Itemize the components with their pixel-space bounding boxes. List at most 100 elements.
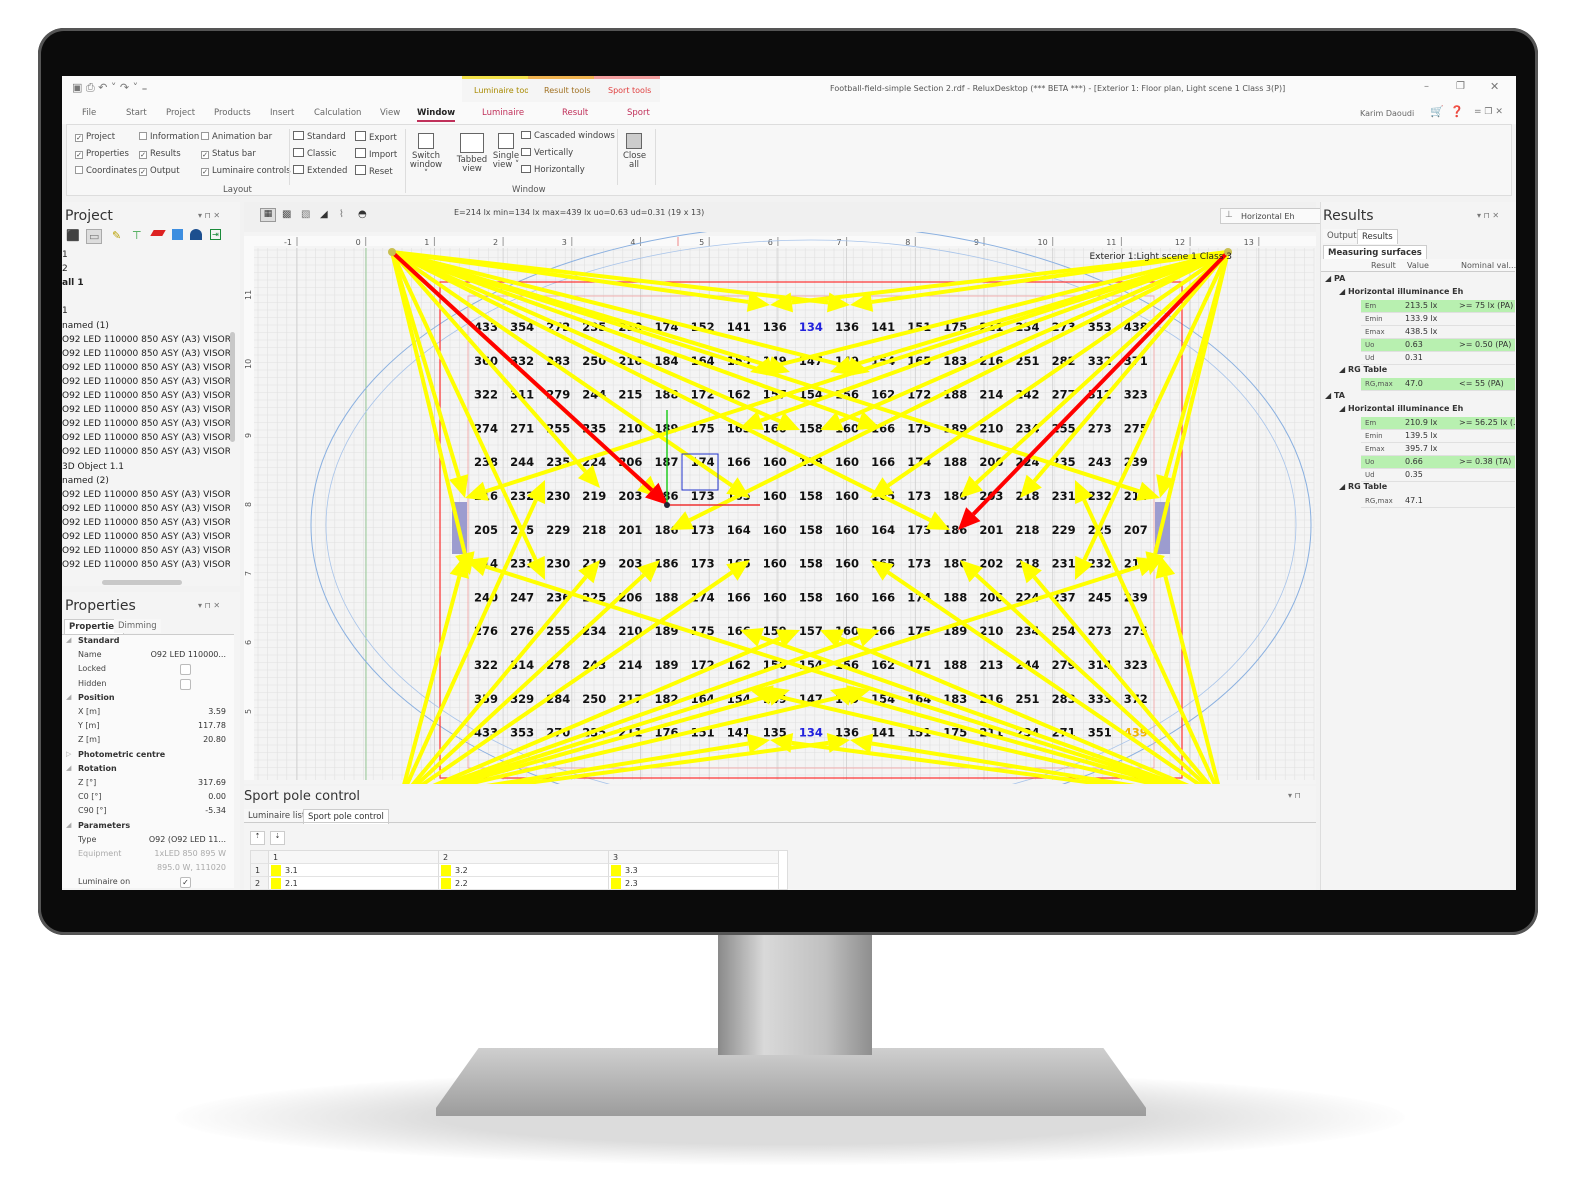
project-scrollbar[interactable] [230, 332, 235, 442]
menu-tab-file[interactable]: File [82, 108, 97, 118]
switch-window-button[interactable]: Switch window ˅ [409, 133, 443, 179]
aiming-arrowhead[interactable] [775, 412, 800, 431]
horizontally-button[interactable]: Horizontally [521, 165, 585, 175]
surface-icon[interactable] [150, 230, 166, 236]
checkbox-results[interactable]: ✓ Results [139, 149, 181, 159]
result-group-ta[interactable]: ◢ TA [1325, 391, 1345, 400]
view-plan-icon[interactable]: ▭ [86, 229, 103, 244]
cascaded-windows-button[interactable]: Cascaded windows [521, 131, 615, 141]
tree-item[interactable]: O92 LED 110000 850 ASY (A3) VISOR 8S [62, 405, 230, 416]
pole-cell[interactable]: 3.1 [269, 864, 439, 877]
property-group-parameters[interactable]: ◢ Parameters [62, 820, 234, 834]
menu-tab-products[interactable]: Products [214, 108, 251, 118]
property-value[interactable]: -5.34 [205, 806, 226, 816]
layout-standard-button[interactable]: Standard [293, 131, 346, 142]
tree-item[interactable]: all 1 [62, 278, 84, 289]
aiming-arrowhead[interactable] [870, 560, 894, 581]
pole-cell[interactable]: 2.3 [609, 877, 779, 890]
menu-tab-calculation[interactable]: Calculation [314, 108, 362, 118]
aiming-arrowhead[interactable] [750, 356, 774, 377]
menu-tab-result[interactable]: Result [562, 108, 589, 118]
layout-import-button[interactable]: Import [355, 148, 397, 160]
aiming-arrowhead[interactable] [449, 474, 469, 498]
aiming-arrowhead[interactable] [740, 411, 765, 430]
expand-icon[interactable]: ◢ [66, 692, 72, 701]
property-value[interactable]: O92 (O92 LED 11... [148, 834, 226, 844]
aiming-arrowhead[interactable] [746, 292, 770, 312]
column-header[interactable]: 2 [439, 851, 609, 864]
checkbox-status-bar[interactable]: ✓ Status bar [201, 149, 256, 159]
tree-item[interactable]: O92 LED 110000 850 ASY (A3) VISOR 8S [62, 517, 230, 528]
single-view-button[interactable]: Single view ˅ [489, 133, 523, 170]
result-group-pa[interactable]: ◢ PA [1325, 274, 1346, 283]
tree-item[interactable]: O92 LED 110000 850 ASY (A3) VISOR 8S [62, 560, 230, 571]
column-header[interactable]: 3 [609, 851, 779, 864]
property-value[interactable]: O92 LED 110000... [150, 650, 226, 660]
aiming-arrowhead[interactable] [645, 482, 668, 505]
menu-tab-window[interactable]: Window [417, 108, 456, 122]
column-header[interactable]: 1 [269, 851, 439, 864]
aiming-arrowhead[interactable] [960, 475, 983, 498]
checkbox-luminaire-controls[interactable]: ✓ Luminaire controls [201, 166, 291, 176]
aiming-arrowhead[interactable] [1135, 481, 1160, 501]
aiming-arrowhead[interactable] [820, 412, 845, 431]
tree-item[interactable]: O92 LED 110000 850 ASY (A3) VISOR 8S [62, 376, 230, 387]
panel-controls[interactable]: ▾ ⊓ ✕ [198, 211, 221, 220]
panel-controls[interactable]: ▾ ⊓ [1288, 791, 1301, 800]
aiming-arrowhead[interactable] [746, 733, 770, 754]
property-value[interactable]: 895.0 W, 111020 [157, 863, 226, 873]
curve-icon[interactable]: ⌇ [339, 209, 344, 220]
view-3d-icon[interactable]: ⬛ [66, 229, 80, 242]
aiming-arrowhead[interactable] [1020, 474, 1042, 498]
tree-item[interactable]: O92 LED 110000 850 ASY (A3) VISOR 8S [62, 419, 230, 430]
origin-marker[interactable] [664, 502, 670, 508]
aiming-arrowhead[interactable] [740, 627, 765, 647]
layout-export-button[interactable]: Export [355, 131, 397, 143]
close-all-button[interactable]: Close all [619, 133, 649, 170]
aiming-arrowhead[interactable] [850, 292, 874, 312]
false-color-icon[interactable]: ▧ [301, 209, 311, 220]
property-group-position[interactable]: ◢ Position [62, 692, 234, 706]
aiming-arrowhead[interactable] [820, 629, 845, 648]
aiming-arrowhead[interactable] [958, 507, 981, 530]
context-tab-sport-tools[interactable]: Sport tools [594, 76, 660, 102]
panel-controls[interactable]: ▾ ⊓ ✕ [1477, 211, 1500, 220]
tree-item[interactable]: O92 LED 110000 850 ASY (A3) VISOR 8S [62, 391, 230, 401]
aiming-arrowhead[interactable] [830, 686, 854, 706]
aiming-arrowhead[interactable] [578, 560, 600, 584]
row-header[interactable]: 1 [251, 864, 269, 877]
floor-plan-canvas[interactable]: -101234567891011121311109876543335427223… [244, 232, 1316, 784]
move-down-icon[interactable]: ⇣ [270, 831, 285, 845]
aiming-arrowhead[interactable] [465, 481, 490, 501]
aiming-arrowhead[interactable] [1075, 480, 1094, 505]
quick-access-toolbar[interactable]: ▣ ⎙ ↶ ˅ ↷ ˅ ₌ [72, 81, 148, 94]
tree-item[interactable]: named (1) [62, 320, 109, 331]
pole-cell[interactable]: 3.2 [439, 864, 609, 877]
tab-results[interactable]: Results [1357, 229, 1398, 244]
vertically-button[interactable]: Vertically [521, 148, 573, 158]
tab-sport-pole-control[interactable]: Sport pole control [303, 809, 389, 824]
gradient-icon[interactable]: ◢ [320, 209, 328, 220]
aiming-arrowhead[interactable] [960, 560, 983, 583]
tab-luminaire-list[interactable]: Luminaire list [244, 809, 310, 823]
exit-sign-icon[interactable]: ⇥ [210, 229, 221, 240]
aiming-arrowhead[interactable] [465, 557, 489, 577]
tabbed-view-button[interactable]: Tabbed view [455, 133, 489, 174]
checkbox-coordinates[interactable]: Coordinates [75, 166, 137, 176]
property-value[interactable]: 20.80 [203, 735, 226, 745]
tree-item[interactable]: O92 LED 110000 850 ASY (A3) VISOR 8S [62, 447, 230, 458]
property-value[interactable]: 3.59 [208, 707, 226, 716]
tree-item[interactable]: O92 LED 110000 850 ASY (A3) VISOR 8S [62, 546, 230, 557]
aiming-arrowhead[interactable] [1136, 557, 1160, 577]
property-value[interactable]: 1xLED 850 895 W [154, 849, 226, 858]
row-header[interactable]: 2 [251, 877, 269, 890]
pole-marker[interactable] [1224, 248, 1232, 256]
property-value[interactable]: 117.78 [198, 721, 226, 731]
tree-item[interactable]: O92 LED 110000 850 ASY (A3) VISOR 8S [62, 334, 230, 345]
property-checkbox[interactable] [180, 678, 191, 690]
property-checkbox[interactable]: ✓ [180, 877, 191, 889]
aiming-arrowhead[interactable] [670, 511, 695, 530]
project-hscrollbar[interactable] [102, 580, 182, 585]
checkbox-project[interactable]: ✓ Project [75, 132, 115, 142]
aiming-arrowhead[interactable] [1156, 474, 1176, 498]
